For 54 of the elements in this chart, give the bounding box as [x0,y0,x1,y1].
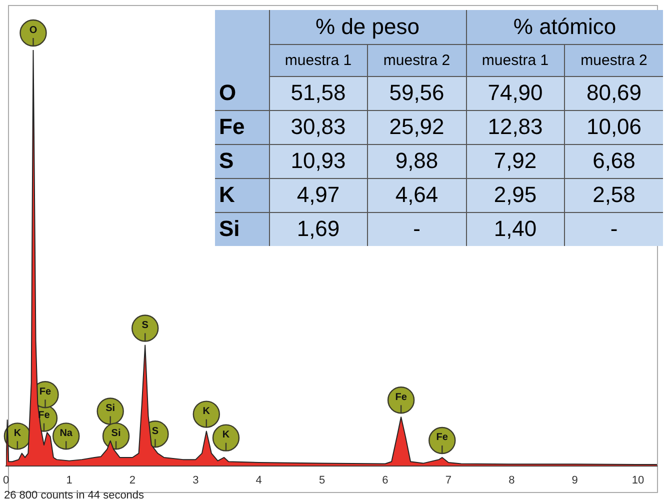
data-label: 30,83 [269,110,368,144]
x-tick-label: 4 [256,474,262,486]
data-label: 80,69 [564,76,663,110]
y-tick-label: Si [215,212,269,246]
data-label: 4,97 [269,178,368,212]
x-tick-label: muestra 1 [466,44,564,76]
data-label: 59,56 [368,76,466,110]
annotation: Fe [436,432,448,444]
annotation: K [202,406,211,418]
text: % de peso [269,10,466,44]
annotation: S [142,320,149,331]
x-tick-label: 0 [2,474,10,486]
data-label: 10,06 [564,110,663,144]
x-tick-label: 5 [318,474,326,486]
data-label: 12,83 [466,110,564,144]
data-label: 51,58 [269,76,368,110]
x-tick-label: muestra 1 [269,44,368,76]
annotation: Si [106,402,116,414]
x-tick-label: 1 [66,474,72,486]
annotation: K [222,430,230,441]
x-tick-label: 10 [632,474,644,486]
x-tick-label: 9 [572,474,578,486]
data-label: 2,95 [466,178,564,212]
annotation: Fe [395,392,408,403]
annotation: O [29,24,38,36]
data-label: 1,40 [466,212,564,246]
annotation: Si [111,428,121,439]
data-label: 6,68 [564,144,663,178]
x-tick-label: 3 [192,474,199,486]
y-tick-label: S [215,144,269,178]
x-tick-label: muestra 2 [368,44,466,76]
text: - [413,216,420,242]
x-tick-label: 2 [129,474,136,486]
y-tick-label: Fe [215,110,269,144]
y-tick-label: K [215,178,269,212]
data-label: 2,58 [564,178,663,212]
annotation: S [152,426,159,437]
text: - [610,216,618,242]
data-label: 1,69 [269,212,368,246]
data-label: 7,92 [466,144,564,178]
x-tick-label: muestra 2 [564,44,663,76]
x-tick-label: 8 [508,474,515,486]
x-tick-label: 7 [445,474,452,486]
y-tick-label: O [215,76,269,110]
annotation: K [14,428,22,439]
data-label: 9,88 [368,144,466,178]
data-label: 74,90 [466,76,564,110]
text: 26 800 counts in 44 seconds [4,490,145,502]
annotation: Na [60,428,73,439]
annotation: Fe [39,386,52,398]
data-label: 4,64 [368,178,466,212]
data-label: 10,93 [269,144,368,178]
data-label: 25,92 [368,110,466,144]
x-tick-label: 6 [382,474,388,486]
